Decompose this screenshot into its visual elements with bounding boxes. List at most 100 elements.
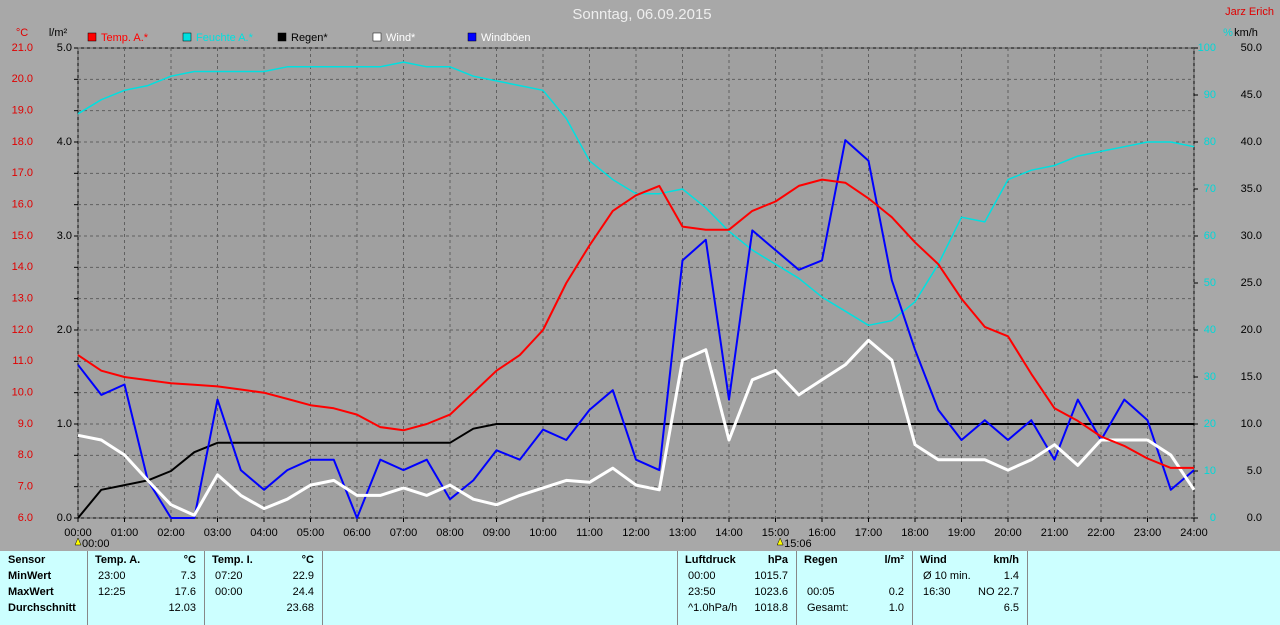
table-cell: 23.68	[286, 602, 314, 614]
block-header: Regen	[804, 554, 838, 566]
x-tick-label: 20:00	[994, 527, 1022, 539]
y-tick-label: 19.0	[12, 105, 33, 117]
chart: Sonntag, 06.09.2015 Jarz Erich 00:00 01:0…	[11, 5, 1274, 550]
table-cell: NO 22.7	[978, 586, 1019, 598]
y-tick-label: 20.0	[1241, 324, 1262, 336]
x-tick-label: 24:00	[1180, 527, 1208, 539]
x-tick-label: 04:00	[250, 527, 278, 539]
table-cell: 1023.6	[754, 586, 788, 598]
y-tick-label: 0.0	[57, 512, 72, 524]
row-label: MaxWert	[8, 586, 54, 598]
row-labels: Sensor MinWert MaxWert Durchschnitt	[0, 551, 88, 625]
x-tick-label: 12:00	[622, 527, 650, 539]
table-cell: 22.9	[292, 570, 314, 582]
legend-label: Feuchte A.*	[196, 32, 254, 44]
y-tick-label: 7.0	[18, 481, 33, 493]
legend-label: Regen*	[291, 32, 328, 44]
row-label: Durchschnitt	[8, 602, 76, 614]
y-tick-label: 0.0	[1247, 512, 1262, 524]
y-tick-label: 5.0	[57, 42, 72, 54]
x-tick-label: 10:00	[529, 527, 557, 539]
x-tick-label: 05:00	[297, 527, 325, 539]
x-tick-label: 21:00	[1041, 527, 1069, 539]
block-header: Temp. I.	[212, 554, 253, 566]
y-tick-label: 5.0	[1247, 465, 1262, 477]
annotation-label: 00:00	[82, 538, 110, 550]
row-label: MinWert	[8, 570, 52, 582]
block-header: Luftdruck	[685, 554, 736, 566]
axis-unit: %	[1223, 27, 1233, 39]
x-tick-label: 01:00	[111, 527, 139, 539]
series-line	[77, 61, 1195, 327]
y-tick-label: 10.0	[12, 387, 33, 399]
x-tick-label: 14:00	[715, 527, 743, 539]
legend-swatch	[277, 32, 287, 42]
x-tick-label: 09:00	[483, 527, 511, 539]
y-tick-label: 90	[1204, 89, 1216, 101]
summary-block: Temp. A. °C 23:00 7.3 12:25 17.6 12.03	[88, 551, 205, 625]
table-cell: 17.6	[174, 586, 196, 598]
x-tick-label: 19:00	[948, 527, 976, 539]
x-tick-label: 03:00	[204, 527, 232, 539]
annotation-marker	[776, 537, 784, 546]
y-tick-label: 30.0	[1241, 230, 1262, 242]
legend-swatch	[87, 32, 97, 42]
y-tick-label: 21.0	[12, 42, 33, 54]
table-cell: 6.5	[1003, 602, 1019, 614]
x-tick-label: 06:00	[343, 527, 371, 539]
block-header: Temp. A.	[95, 554, 141, 566]
series-line	[77, 139, 1195, 519]
y-tick-label: 1.0	[57, 418, 72, 430]
y-tick-label: 50.0	[1241, 42, 1262, 54]
legend-label: Windböen	[481, 32, 531, 44]
block-unit: l/m²	[884, 554, 904, 566]
table-cell: 1018.8	[754, 602, 788, 614]
author: Jarz Erich	[1225, 6, 1274, 18]
block-unit: km/h	[993, 554, 1019, 566]
x-tick-label: 22:00	[1087, 527, 1115, 539]
legend-swatch	[372, 32, 382, 42]
x-tick-label: 15:00	[762, 527, 790, 539]
y-tick-label: 20.0	[12, 73, 33, 85]
x-tick-label: 00:00	[64, 527, 92, 539]
x-tick-label: 02:00	[157, 527, 185, 539]
y-tick-label: 18.0	[12, 136, 33, 148]
summary-block: Wind km/h Ø 10 min. 1.4 16:30 NO 22.7 6.5	[913, 551, 1028, 625]
y-tick-label: 4.0	[57, 136, 72, 148]
x-tick-label: 11:00	[576, 527, 603, 539]
y-tick-label: 0	[1210, 512, 1216, 524]
table-cell: 23:00	[98, 570, 126, 582]
y-tick-label: 15.0	[1241, 371, 1262, 383]
chart-title: Sonntag, 06.09.2015	[572, 6, 711, 23]
x-tick-label: 07:00	[390, 527, 418, 539]
axis-unit: °C	[16, 27, 28, 39]
table-cell: 1.4	[1003, 570, 1019, 582]
y-tick-label: 14.0	[12, 261, 33, 273]
x-tick-label: 13:00	[669, 527, 697, 539]
x-tick-label: 23:00	[1134, 527, 1162, 539]
table-cell: 12.03	[168, 602, 196, 614]
table-cell: 00:05	[807, 586, 835, 598]
summary-table: Sensor MinWert MaxWert Durchschnitt Temp. A.…	[0, 551, 1280, 625]
y-tick-label: 11.0	[12, 355, 33, 367]
y-tick-label: 20	[1204, 418, 1216, 430]
block-unit: °C	[301, 554, 314, 566]
y-tick-label: 13.0	[12, 293, 33, 305]
row-label: Sensor	[8, 554, 46, 566]
axis-unit: l/m²	[49, 27, 68, 39]
table-cell: 07:20	[215, 570, 243, 582]
legend-swatch	[182, 32, 192, 42]
legend-label: Wind*	[386, 32, 416, 44]
y-tick-label: 8.0	[18, 449, 33, 461]
y-tick-label: 15.0	[12, 230, 33, 242]
annotation-label: 15:06	[784, 538, 812, 550]
series-line	[77, 423, 1194, 519]
series-line	[77, 178, 1194, 469]
y-tick-label: 16.0	[12, 199, 33, 211]
y-tick-label: 25.0	[1241, 277, 1262, 289]
y-tick-label: 40	[1204, 324, 1216, 336]
y-tick-label: 9.0	[18, 418, 33, 430]
block-header: Wind	[920, 554, 947, 566]
summary-block: Regen l/m² 00:05 0.2 Gesamt: 1.0	[797, 551, 913, 625]
table-cell: 1.0	[888, 602, 904, 614]
